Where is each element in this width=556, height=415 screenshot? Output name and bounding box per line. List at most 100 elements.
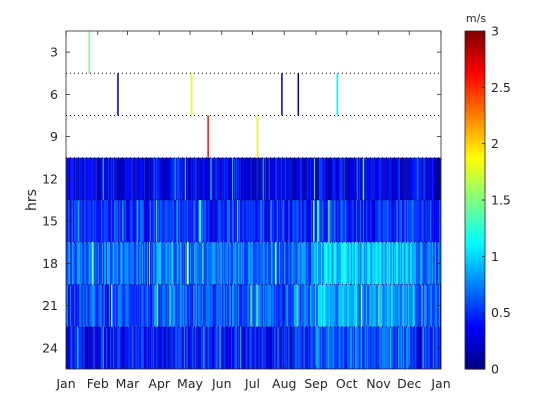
- heat-cell: [161, 157, 163, 200]
- heat-cell: [266, 242, 269, 285]
- colorbar-segment: [465, 247, 485, 252]
- heat-cell: [340, 326, 342, 369]
- heat-cell: [118, 242, 120, 285]
- heat-cell: [416, 157, 418, 200]
- heat-cell: [383, 284, 385, 327]
- heat-cell: [310, 157, 313, 200]
- heat-cell: [175, 242, 177, 285]
- heat-cell: [295, 326, 297, 369]
- heat-cell: [224, 326, 227, 369]
- heat-cell: [215, 242, 217, 285]
- heat-cell: [163, 284, 165, 327]
- heat-cell: [415, 326, 417, 369]
- heat-cell: [282, 242, 284, 285]
- heat-cell: [291, 326, 293, 369]
- heat-cell: [118, 284, 120, 327]
- heat-cell: [276, 200, 278, 243]
- heat-cell: [294, 326, 296, 369]
- heat-cell: [288, 200, 290, 243]
- x-tick-label: Aug: [272, 376, 296, 391]
- heat-cell: [121, 200, 123, 243]
- heat-cell: [110, 284, 112, 327]
- heat-cell: [380, 200, 382, 243]
- heat-cell: [112, 242, 114, 285]
- heat-cell: [407, 326, 409, 369]
- heat-cell: [372, 284, 374, 327]
- heat-cell: [180, 242, 182, 285]
- heat-cell: [314, 157, 317, 200]
- heat-cell: [196, 242, 198, 285]
- heat-cell: [423, 284, 425, 327]
- colorbar-segment: [465, 321, 485, 325]
- heat-cell: [392, 284, 395, 327]
- heat-cell: [94, 242, 96, 285]
- heat-cell: [234, 200, 236, 243]
- heat-cell: [245, 326, 247, 369]
- heat-cell: [158, 284, 160, 327]
- heat-cell: [117, 200, 119, 243]
- heat-cell: [231, 200, 234, 243]
- heat-cell: [313, 326, 316, 369]
- heat-cell: [266, 200, 269, 243]
- heat-cell: [203, 326, 205, 369]
- heat-cell: [112, 326, 114, 369]
- heat-cell: [280, 242, 282, 285]
- heat-cell: [167, 157, 169, 200]
- heat-cell: [422, 200, 424, 243]
- heat-cell: [352, 284, 355, 327]
- heat-cell: [393, 284, 396, 327]
- heat-cell: [83, 326, 85, 369]
- heat-cell: [76, 284, 78, 327]
- heat-cell: [175, 157, 177, 200]
- heat-cell: [316, 242, 318, 285]
- heat-cell: [391, 326, 394, 369]
- heat-cell: [159, 242, 161, 285]
- heat-cell: [213, 284, 215, 327]
- heat-cell: [397, 242, 400, 285]
- heat-cell: [272, 284, 275, 327]
- colorbar-segment: [465, 92, 485, 97]
- heat-cell: [330, 326, 332, 369]
- heat-cell: [175, 284, 177, 327]
- heat-cell: [387, 157, 389, 200]
- heat-cell: [276, 242, 278, 285]
- heat-cell: [135, 242, 137, 285]
- heat-cell: [298, 284, 300, 327]
- heat-cell: [392, 242, 395, 285]
- heat-cell: [130, 284, 132, 327]
- y-tick-label: 18: [42, 256, 58, 271]
- heat-cell: [73, 157, 75, 200]
- heat-cell: [261, 157, 263, 200]
- heat-cell: [161, 326, 163, 369]
- heat-cell: [200, 284, 202, 327]
- colorbar-segment: [465, 211, 485, 215]
- heat-cell: [249, 326, 251, 369]
- heat-cell: [375, 157, 377, 200]
- heat-cell: [104, 284, 107, 327]
- heat-cell: [273, 242, 276, 285]
- heat-cell: [258, 326, 260, 369]
- colorbar-segment: [465, 202, 485, 207]
- heat-cell: [85, 157, 87, 200]
- heat-cell: [133, 200, 135, 243]
- heat-cell: [336, 200, 338, 243]
- heat-cell: [147, 200, 150, 243]
- heat-cell: [279, 200, 281, 243]
- heat-cell: [147, 284, 150, 327]
- heat-cell: [82, 284, 84, 327]
- heat-cell: [81, 157, 83, 200]
- heat-cell: [85, 200, 87, 243]
- heat-cell: [240, 200, 242, 243]
- heat-cell: [179, 157, 181, 200]
- heat-cell: [308, 326, 311, 369]
- heat-cell: [239, 284, 241, 327]
- heat-cell: [343, 242, 345, 285]
- heat-cell: [226, 200, 229, 243]
- heat-cell: [428, 326, 430, 369]
- heat-cell: [100, 200, 103, 243]
- heat-cell: [368, 242, 370, 285]
- heat-cell: [168, 326, 170, 369]
- heat-cell: [223, 242, 226, 285]
- heat-cell: [388, 326, 390, 369]
- heat-cell: [139, 157, 141, 200]
